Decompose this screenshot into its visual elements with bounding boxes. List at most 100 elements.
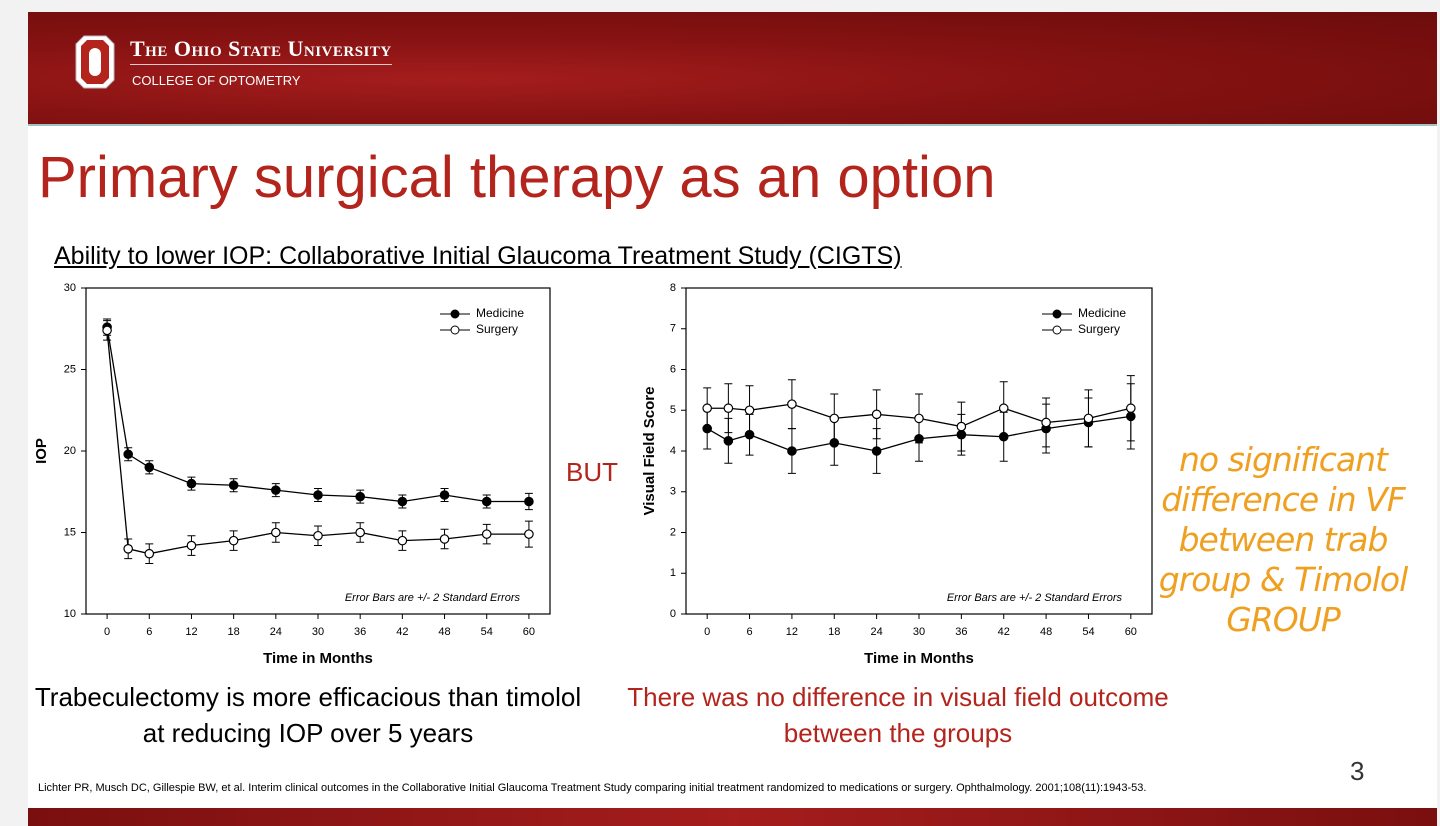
data-point <box>829 413 840 424</box>
data-point <box>313 490 323 500</box>
chart-note: Error Bars are +/- 2 Standard Errors <box>947 592 1123 604</box>
chart-note: Error Bars are +/- 2 Standard Errors <box>345 592 521 604</box>
y-tick-label: 1 <box>670 567 676 579</box>
college-name: COLLEGE OF OPTOMETRY <box>132 73 301 88</box>
data-point <box>355 491 365 502</box>
data-point <box>397 535 408 546</box>
caption: Trabeculectomy is more efficacious than … <box>34 682 582 748</box>
slide-number: 3 <box>1350 756 1365 786</box>
y-tick-label: 15 <box>64 526 76 538</box>
legend-label: Surgery <box>476 322 518 336</box>
x-tick-label: 18 <box>828 626 840 638</box>
x-tick-label: 24 <box>871 626 883 638</box>
x-tick-label: 36 <box>354 626 366 638</box>
y-tick-label: 5 <box>670 404 676 416</box>
x-tick-label: 36 <box>955 626 967 638</box>
note-line: difference in VF <box>1161 480 1406 519</box>
y-tick-label: 30 <box>64 282 76 294</box>
x-tick-label: 60 <box>1125 626 1137 638</box>
y-tick-label: 20 <box>64 445 76 457</box>
data-point <box>228 535 239 546</box>
note-line: GROUP <box>1226 600 1341 639</box>
y-tick-label: 3 <box>670 486 676 498</box>
slide-title: Primary surgical therapy as an option <box>38 145 996 210</box>
x-tick-label: 6 <box>146 626 152 638</box>
note-line: between trab <box>1178 520 1389 559</box>
data-point <box>313 530 323 541</box>
logo <box>75 35 115 89</box>
caption: There was no difference in visual field … <box>627 682 1169 748</box>
x-tick-label: 6 <box>746 626 752 638</box>
x-tick-label: 0 <box>104 626 110 638</box>
data-point <box>1083 413 1094 424</box>
x-axis-label: Time in Months <box>263 650 373 667</box>
x-tick-label: 54 <box>481 626 493 638</box>
legend-label: Surgery <box>1078 322 1120 336</box>
legend-marker <box>1052 309 1062 319</box>
data-point <box>787 399 797 409</box>
data-point <box>481 529 492 539</box>
footer-band <box>28 808 1437 826</box>
data-point <box>397 496 408 507</box>
data-point <box>702 403 712 414</box>
x-tick-label: 30 <box>312 626 324 638</box>
data-point <box>481 496 492 507</box>
x-tick-label: 42 <box>998 626 1010 638</box>
x-tick-label: 24 <box>270 626 282 638</box>
data-point <box>271 485 281 495</box>
data-point <box>123 543 133 554</box>
y-tick-label: 25 <box>64 363 76 375</box>
y-tick-label: 0 <box>670 608 676 620</box>
data-point <box>956 421 967 432</box>
y-tick-label: 7 <box>670 323 676 335</box>
legend-label: Medicine <box>476 306 524 320</box>
x-tick-label: 54 <box>1082 626 1094 638</box>
y-axis-label: Visual Field Score <box>641 387 658 516</box>
x-tick-label: 12 <box>786 626 798 638</box>
data-point <box>914 413 924 424</box>
legend-marker <box>1052 325 1062 335</box>
university-name: The Ohio State University <box>130 36 392 65</box>
banner: The Ohio State University COLLEGE OF OPT… <box>28 12 1437 126</box>
data-point <box>1126 403 1136 414</box>
y-tick-label: 10 <box>64 608 76 620</box>
legend-marker <box>450 309 460 319</box>
x-tick-label: 12 <box>185 626 197 638</box>
data-point <box>524 529 534 539</box>
data-point <box>787 446 797 456</box>
x-tick-label: 18 <box>228 626 240 638</box>
data-point <box>871 409 882 420</box>
data-point <box>228 480 239 491</box>
between-label: BUT <box>566 457 618 487</box>
data-point <box>102 325 112 336</box>
x-tick-label: 42 <box>396 626 408 638</box>
x-tick-label: 48 <box>438 626 450 638</box>
handwritten-note: no significant difference in VF between tr… <box>1148 440 1418 640</box>
data-point <box>744 405 755 416</box>
data-point <box>871 446 882 456</box>
subtitle: Ability to lower IOP: Collaborative Init… <box>54 242 902 270</box>
data-point <box>186 540 197 551</box>
data-point <box>144 548 155 559</box>
data-point <box>123 449 133 460</box>
slide: The Ohio State University COLLEGE OF OPT… <box>28 12 1437 826</box>
data-point <box>144 462 155 473</box>
data-point <box>723 403 734 414</box>
series-line <box>106 330 529 555</box>
legend-label: Medicine <box>1078 306 1126 320</box>
x-tick-label: 30 <box>913 626 925 638</box>
legend-marker <box>450 325 460 335</box>
x-axis-label: Time in Months <box>864 650 974 667</box>
citation: Lichter PR, Musch DC, Gillespie BW, et a… <box>38 782 1147 794</box>
y-tick-label: 6 <box>670 363 676 375</box>
x-tick-label: 60 <box>523 626 535 638</box>
data-point <box>524 496 534 507</box>
x-tick-label: 0 <box>704 626 710 638</box>
data-point <box>1041 417 1051 428</box>
data-point <box>998 403 1009 414</box>
x-tick-label: 48 <box>1040 626 1052 638</box>
data-point <box>271 527 281 538</box>
data-point <box>439 490 450 500</box>
